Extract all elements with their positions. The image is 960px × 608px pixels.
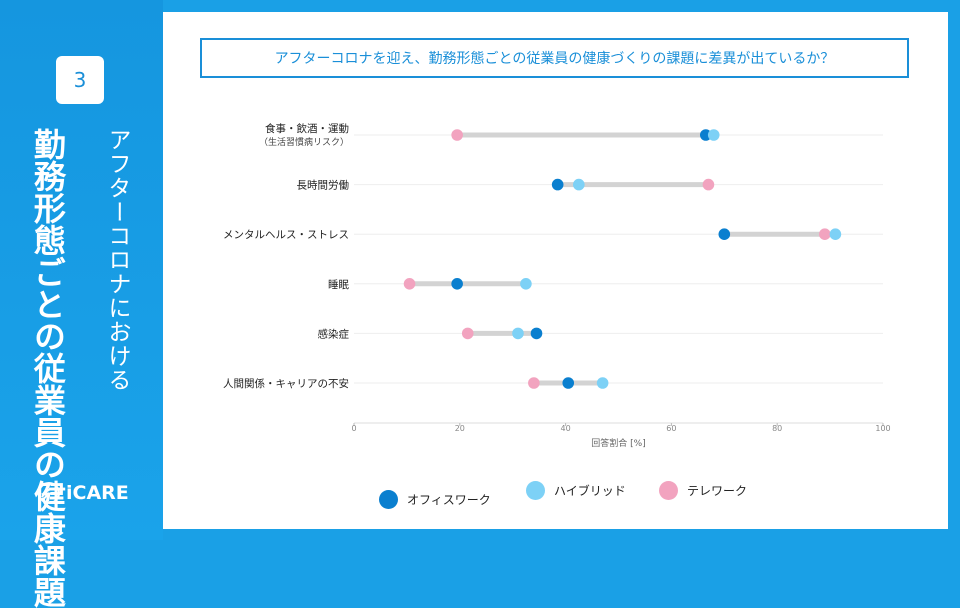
question-box: アフターコロナを迎え、勤務形態ごとの従業員の健康づくりの課題に差異が出ているか？ <box>200 38 909 78</box>
point-hybrid <box>512 327 524 340</box>
point-hybrid <box>707 129 720 141</box>
globe-logo-icon <box>38 482 60 504</box>
point-office <box>551 178 564 191</box>
x-tick-label: 60 <box>666 424 676 433</box>
category-sublabel: （生活習慣病リスク） <box>259 136 349 148</box>
x-axis-label: 回答割合 [%] <box>591 437 645 449</box>
point-hybrid <box>596 377 609 389</box>
x-tick-label: 80 <box>772 424 782 433</box>
category-label: 人間関係・キャリアの不安 <box>223 377 349 390</box>
x-tick-label: 100 <box>875 424 890 433</box>
content-panel: アフターコロナを迎え、勤務形態ごとの従業員の健康づくりの課題に差異が出ているか？… <box>163 12 948 529</box>
x-tick-label: 0 <box>351 424 356 433</box>
category-label: メンタルヘルス・ストレス <box>223 229 349 241</box>
legend-item-office: オフィスワーク <box>379 490 491 509</box>
sidebar-subtitle: アフターコロナにおける <box>104 128 130 392</box>
icare-logo: iCARE <box>38 482 129 504</box>
legend-item-tele: テレワーク <box>659 481 747 500</box>
point-hybrid <box>573 178 585 191</box>
point-tele <box>528 377 540 389</box>
legend-label-office: オフィスワーク <box>407 493 491 507</box>
point-office <box>451 278 463 290</box>
point-tele <box>461 327 474 340</box>
category-label: 感染症 <box>318 327 350 340</box>
sidebar: 3 アフターコロナにおける 勤務形態ごとの従業員の健康課題 iCARE <box>0 0 163 608</box>
category-label: 食事・飲酒・運動 <box>265 122 349 135</box>
category-label: 睡眠 <box>328 278 349 291</box>
logo-text: iCARE <box>66 482 129 504</box>
point-hybrid <box>520 278 532 290</box>
section-number-badge: 3 <box>56 56 104 104</box>
point-tele <box>451 129 463 141</box>
dumbbell-chart: 食事・飲酒・運動（生活習慣病リスク） 長時間労働メンタルヘルス・ストレス睡眠感染症… <box>223 122 891 449</box>
legend-label-tele: テレワーク <box>687 484 748 498</box>
x-tick-label: 40 <box>561 424 571 433</box>
point-office <box>562 377 575 389</box>
x-tick-label: 20 <box>455 424 465 433</box>
point-tele <box>403 278 416 290</box>
point-tele <box>819 228 831 240</box>
legend-swatch-office <box>379 490 398 509</box>
point-office <box>530 327 543 340</box>
legend-item-hybrid: ハイブリッド <box>526 481 626 500</box>
category-label: 長時間労働 <box>297 179 350 192</box>
point-office <box>699 129 712 141</box>
sidebar-title: 勤務形態ごとの従業員の健康課題 <box>28 128 67 608</box>
point-tele <box>702 178 715 191</box>
legend-swatch-tele <box>659 481 678 500</box>
point-office <box>718 228 731 240</box>
point-hybrid <box>829 228 842 240</box>
legend-swatch-hybrid <box>526 481 545 500</box>
legend-label-hybrid: ハイブリッド <box>554 484 626 498</box>
